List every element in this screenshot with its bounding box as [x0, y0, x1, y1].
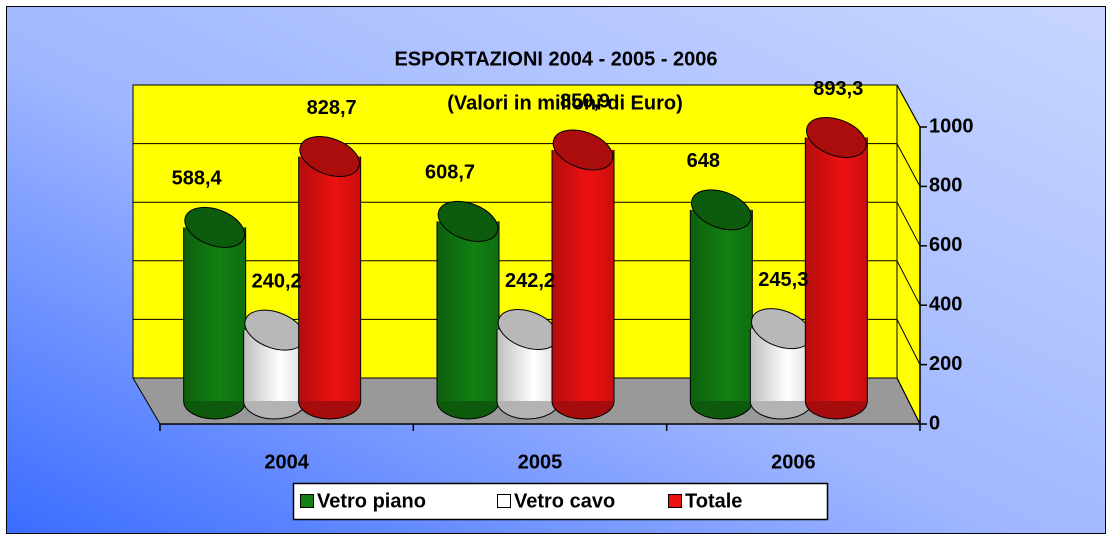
grid-line: [896, 377, 921, 425]
bar-top: [806, 117, 867, 158]
bar: [496, 309, 560, 420]
grid-line: [896, 319, 921, 365]
legend-label: Totale: [685, 490, 742, 512]
y-tick-label: 400: [929, 293, 962, 315]
bar: [298, 136, 362, 420]
grid-line: [896, 143, 921, 187]
x-tick-label: 2005: [518, 451, 563, 473]
legend-label: Vetro cavo: [514, 490, 615, 512]
y-tick-label: 600: [929, 234, 962, 256]
legend-swatch: [497, 494, 511, 508]
chart-subtitle: (Valori in milioni di Euro): [447, 92, 683, 114]
y-tick-label: 0: [929, 412, 940, 434]
y-tick-label: 200: [929, 353, 962, 375]
data-label: 893,3: [813, 78, 863, 100]
legend-items: Vetro piano Vetro cavo Totale: [300, 490, 742, 512]
grid-line: [896, 201, 921, 247]
bar: [749, 308, 813, 420]
y-tick-label: 800: [929, 175, 962, 197]
chart-title: ESPORTAZIONI 2004 - 2005 - 2006: [394, 48, 717, 70]
data-label: 828,7: [307, 97, 357, 119]
bar: [551, 129, 615, 420]
bar-top: [691, 189, 752, 231]
data-label: 588,4: [172, 168, 223, 190]
grid-line: [896, 260, 921, 306]
bar-body: [183, 227, 246, 401]
legend-label: Vetro piano: [317, 490, 426, 512]
bar-top: [552, 129, 614, 171]
bar-body: [437, 221, 499, 401]
bar-top: [184, 206, 245, 248]
bar-body: [690, 209, 753, 401]
data-label: 240,2: [252, 270, 302, 292]
bar-top: [437, 200, 499, 242]
legend: [292, 482, 829, 521]
grid-line: [896, 84, 921, 128]
bar-body: [552, 149, 614, 401]
bar: [804, 117, 868, 420]
y-tick-label: 1000: [929, 115, 974, 137]
data-label: 850,9: [560, 90, 610, 112]
plot-area: [183, 117, 868, 420]
data-label: 242,2: [505, 270, 555, 292]
bar-top: [299, 136, 360, 177]
legend-swatch: [300, 494, 314, 508]
data-label: 245,3: [758, 269, 808, 291]
legend-swatch: [668, 494, 682, 508]
bar: [183, 206, 247, 420]
data-label: 648: [687, 150, 720, 172]
bar: [243, 309, 307, 420]
data-label: 608,7: [425, 162, 475, 184]
bar: [689, 189, 753, 420]
bar-body: [298, 156, 361, 401]
x-tick-label: 2006: [771, 451, 816, 473]
bar: [436, 200, 500, 420]
side-wall: [896, 84, 921, 425]
x-tick-label: 2004: [264, 451, 309, 473]
bar-body: [805, 137, 868, 401]
